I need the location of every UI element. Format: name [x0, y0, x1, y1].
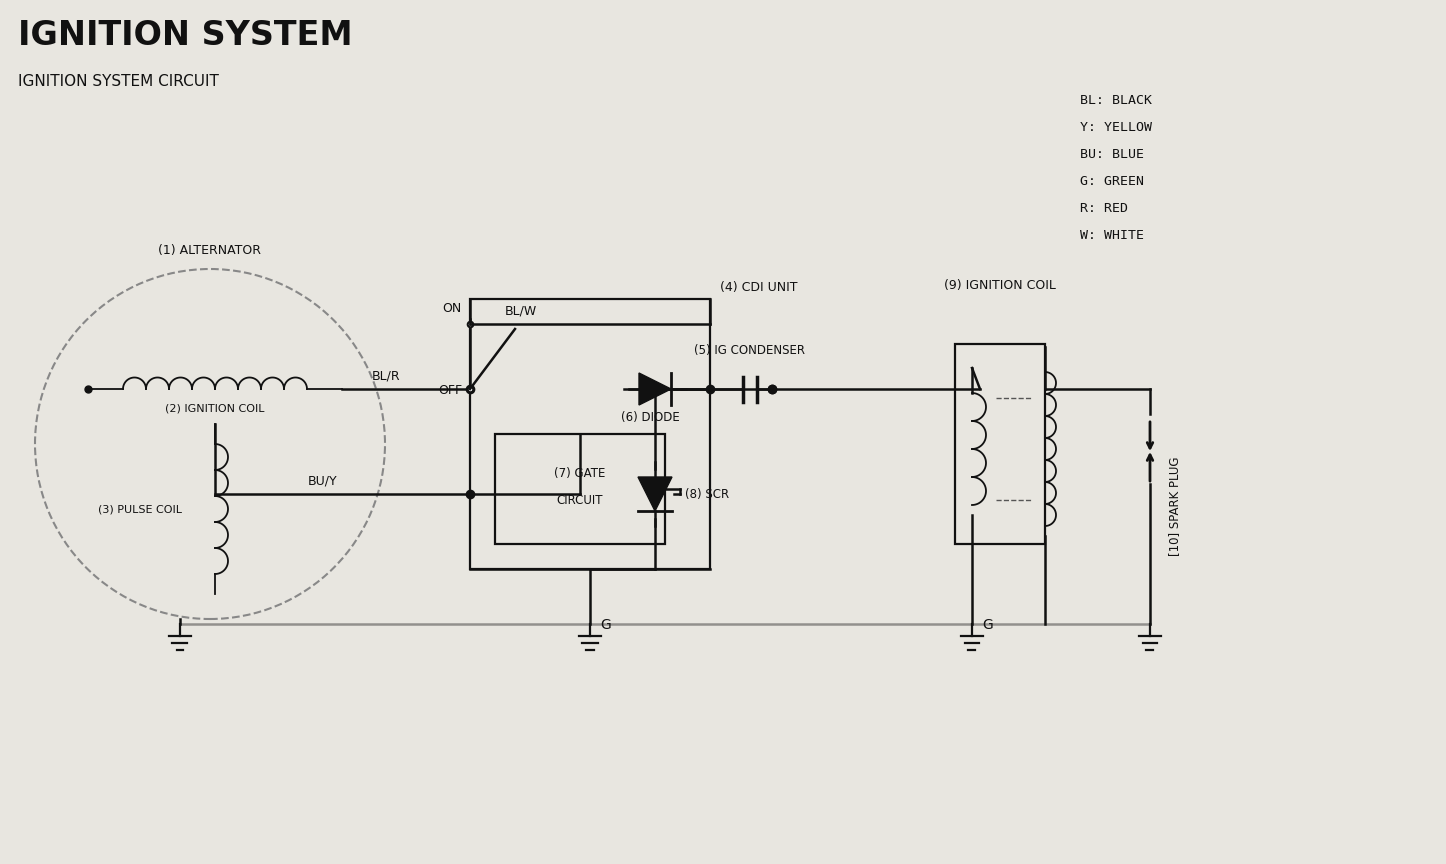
Text: CIRCUIT: CIRCUIT [557, 494, 603, 507]
Text: Y: YELLOW: Y: YELLOW [1080, 121, 1152, 134]
Text: BL/W: BL/W [505, 304, 538, 317]
Text: (7) GATE: (7) GATE [554, 467, 606, 480]
Text: W: WHITE: W: WHITE [1080, 229, 1144, 242]
Text: IGNITION SYSTEM CIRCUIT: IGNITION SYSTEM CIRCUIT [17, 74, 218, 89]
Text: (2) IGNITION COIL: (2) IGNITION COIL [165, 403, 265, 413]
Text: (9) IGNITION COIL: (9) IGNITION COIL [944, 279, 1056, 292]
Text: (4) CDI UNIT: (4) CDI UNIT [720, 281, 798, 294]
Text: IGNITION SYSTEM: IGNITION SYSTEM [17, 19, 353, 52]
Text: (8) SCR: (8) SCR [685, 487, 729, 500]
Text: (1) ALTERNATOR: (1) ALTERNATOR [159, 244, 262, 257]
Text: (6) DIODE: (6) DIODE [620, 411, 680, 424]
Text: R: RED: R: RED [1080, 202, 1128, 215]
Text: (5) IG CONDENSER: (5) IG CONDENSER [694, 344, 805, 357]
Polygon shape [639, 373, 671, 405]
Polygon shape [638, 477, 672, 511]
Text: G: G [982, 618, 993, 632]
Text: OFF: OFF [438, 384, 463, 397]
Text: ON: ON [442, 302, 463, 315]
Text: BL/R: BL/R [372, 369, 401, 382]
Text: BU: BLUE: BU: BLUE [1080, 148, 1144, 161]
Text: [10] SPARK PLUG: [10] SPARK PLUG [1168, 457, 1181, 556]
Text: BL: BLACK: BL: BLACK [1080, 94, 1152, 107]
Text: G: GREEN: G: GREEN [1080, 175, 1144, 188]
Text: (3) PULSE COIL: (3) PULSE COIL [98, 504, 182, 514]
Bar [495, 434, 665, 544]
Bar [954, 344, 1045, 544]
Bar [470, 299, 710, 569]
Text: G: G [600, 618, 610, 632]
Text: BU/Y: BU/Y [308, 474, 337, 487]
